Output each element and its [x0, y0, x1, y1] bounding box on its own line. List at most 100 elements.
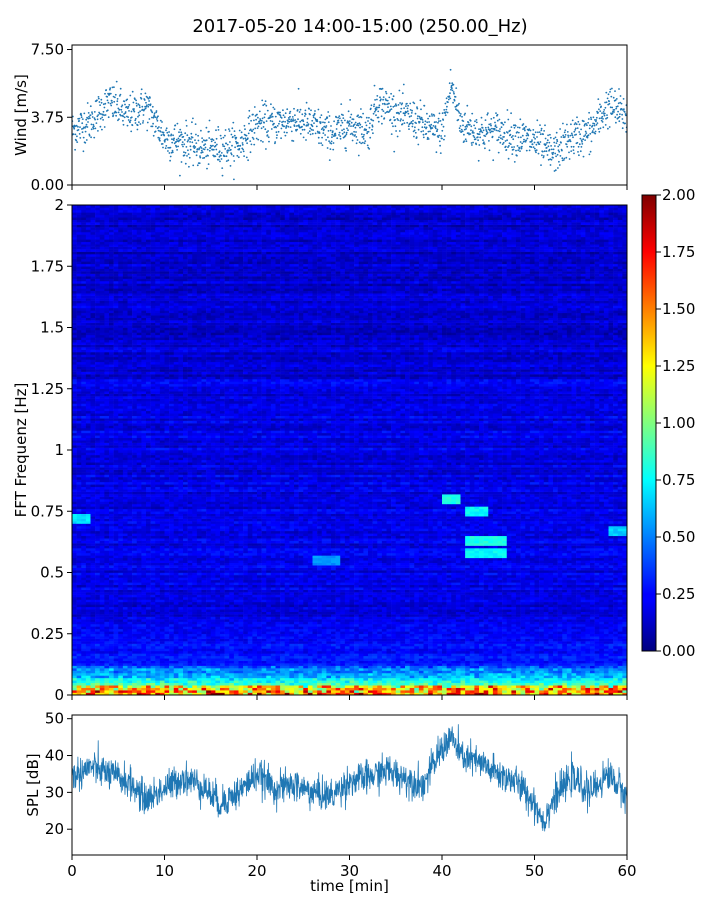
heatmap-cell [160, 683, 165, 686]
heatmap-cell [354, 648, 359, 651]
heatmap-cell [183, 641, 188, 644]
wind-point [309, 130, 311, 132]
heatmap-cell [289, 648, 294, 651]
heatmap-cell [313, 636, 318, 639]
heatmap-cell [493, 658, 498, 661]
wind-point [414, 126, 416, 128]
wind-point [397, 136, 399, 138]
wind-point [538, 153, 540, 155]
heatmap-cell [271, 683, 276, 686]
heatmap-cell [618, 639, 623, 642]
heatmap-cell [391, 631, 396, 634]
heatmap-cell [165, 663, 170, 666]
heatmap-cell [465, 685, 470, 688]
heatmap-cell [595, 663, 600, 666]
heatmap-cell [229, 636, 234, 639]
heatmap-cell [146, 641, 151, 644]
heatmap-cell [604, 658, 609, 661]
heatmap-cell [414, 646, 419, 649]
heatmap-cell [465, 663, 470, 666]
wind-point [332, 130, 334, 132]
wind-point [345, 150, 347, 152]
heatmap-cell [498, 683, 503, 686]
wind-point [137, 116, 139, 118]
heatmap-cell [405, 639, 410, 642]
wind-point [589, 127, 591, 129]
heatmap-cell [220, 685, 225, 688]
wind-point [259, 111, 261, 113]
heatmap-cell [618, 690, 623, 693]
heatmap-cell [428, 688, 433, 691]
heatmap-cell [433, 641, 438, 644]
heatmap-cell [567, 631, 572, 634]
heatmap-cell [456, 680, 461, 683]
heatmap-cell [280, 656, 285, 659]
heatmap-cell [289, 656, 294, 659]
heatmap-cell [114, 648, 119, 651]
heatmap-cell [165, 641, 170, 644]
wind-point [243, 151, 245, 153]
heatmap-cell [516, 661, 521, 664]
wind-point [227, 152, 229, 154]
wind-point [465, 126, 467, 128]
heatmap-cell [461, 663, 466, 666]
heatmap-cell [118, 658, 123, 661]
heatmap-cell [178, 639, 183, 642]
wind-point [547, 139, 549, 141]
heatmap-cell [86, 634, 91, 637]
wind-point [136, 103, 138, 105]
heatmap-cell [377, 663, 382, 666]
wind-point [156, 118, 158, 120]
heatmap-cell [174, 666, 179, 669]
heatmap-cell [350, 651, 355, 654]
wind-point [400, 111, 402, 113]
heatmap-cell [368, 644, 373, 647]
heatmap-cell [72, 690, 77, 693]
heatmap-cell [433, 634, 438, 637]
heatmap-cell [276, 641, 281, 644]
wind-point [621, 114, 623, 116]
wind-point [460, 113, 462, 115]
heatmap-cell [197, 690, 202, 693]
heatmap-cell [118, 653, 123, 656]
wind-point [192, 137, 194, 139]
heatmap-cell [484, 651, 489, 654]
heatmap-cell [539, 636, 544, 639]
heatmap-cell [470, 673, 475, 676]
heatmap-cell [239, 685, 244, 688]
wind-point [221, 152, 223, 154]
wind-point [83, 137, 85, 139]
wind-point [550, 145, 552, 147]
heatmap-cell [553, 641, 558, 644]
wind-point [445, 109, 447, 111]
heatmap-cell [553, 690, 558, 693]
wind-point [190, 138, 192, 140]
heatmap-cell [280, 683, 285, 686]
heatmap-cell [322, 685, 327, 688]
wind-point [526, 135, 528, 137]
heatmap-cell [451, 668, 456, 671]
heatmap-cell [160, 634, 165, 637]
heatmap-cell [465, 648, 470, 651]
heatmap-cell [123, 636, 128, 639]
heatmap-cell [516, 663, 521, 666]
wind-point [411, 121, 413, 123]
heatmap-cell [521, 656, 526, 659]
heatmap-cell [456, 658, 461, 661]
heatmap-cell [211, 629, 216, 632]
heatmap-cell [396, 653, 401, 656]
wind-point [595, 131, 597, 133]
wind-point [498, 139, 500, 141]
heatmap-cell [202, 675, 207, 678]
heatmap-cell [141, 668, 146, 671]
wind-point [233, 179, 235, 181]
heatmap-cell [354, 658, 359, 661]
heatmap-cell [331, 663, 336, 666]
wind-point [82, 118, 84, 120]
wind-point [588, 112, 590, 114]
heatmap-cell [396, 680, 401, 683]
heatmap-cell [229, 673, 234, 676]
heatmap-cell [396, 639, 401, 642]
heatmap-cell [206, 648, 211, 651]
heatmap-cell [535, 688, 540, 691]
